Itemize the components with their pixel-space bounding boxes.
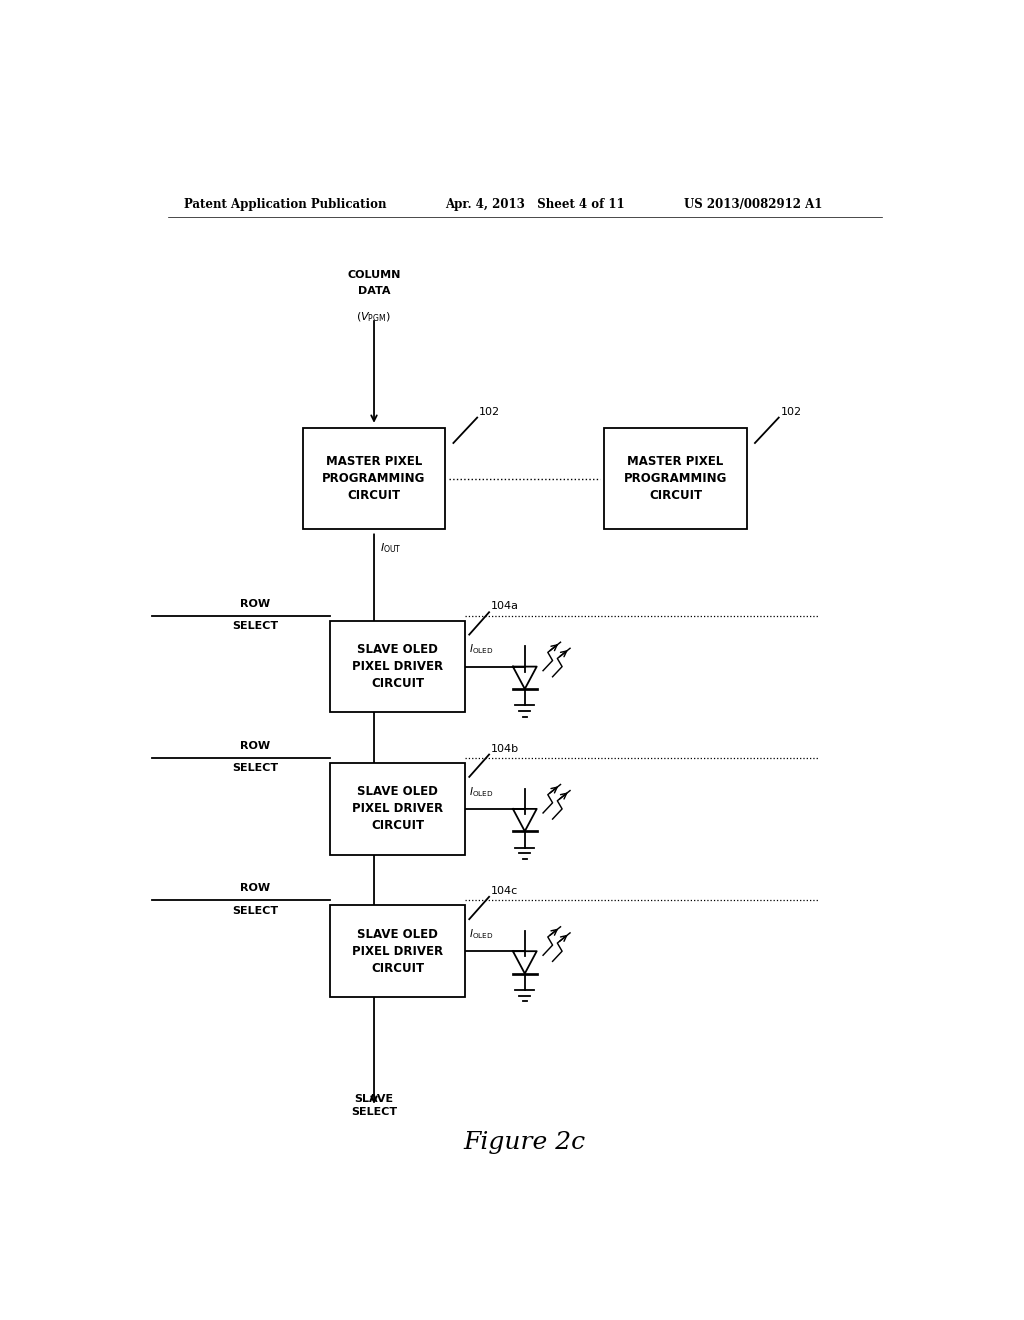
Text: 102: 102 <box>479 407 500 417</box>
Text: $I_\mathrm{OLED}$: $I_\mathrm{OLED}$ <box>469 643 494 656</box>
Text: 104c: 104c <box>490 886 518 896</box>
Text: 104a: 104a <box>490 601 519 611</box>
Text: SLAVE OLED
PIXEL DRIVER
CIRCUIT: SLAVE OLED PIXEL DRIVER CIRCUIT <box>352 643 443 690</box>
Text: Patent Application Publication: Patent Application Publication <box>183 198 386 211</box>
Text: Apr. 4, 2013   Sheet 4 of 11: Apr. 4, 2013 Sheet 4 of 11 <box>445 198 625 211</box>
Text: SELECT: SELECT <box>231 906 279 916</box>
Text: ROW: ROW <box>240 598 270 609</box>
Bar <box>331 620 465 713</box>
Text: MASTER PIXEL
PROGRAMMING
CIRCUIT: MASTER PIXEL PROGRAMMING CIRCUIT <box>624 455 727 502</box>
Bar <box>331 906 465 997</box>
Text: Figure 2c: Figure 2c <box>464 1131 586 1154</box>
Text: 102: 102 <box>780 407 802 417</box>
Text: SLAVE: SLAVE <box>354 1093 393 1104</box>
Text: 104b: 104b <box>490 743 519 754</box>
Bar <box>604 428 748 529</box>
Text: ($V_\mathrm{PGM}$): ($V_\mathrm{PGM}$) <box>356 312 391 325</box>
Text: MASTER PIXEL
PROGRAMMING
CIRCUIT: MASTER PIXEL PROGRAMMING CIRCUIT <box>323 455 426 502</box>
Bar <box>303 428 445 529</box>
Text: $I_\mathrm{OLED}$: $I_\mathrm{OLED}$ <box>469 927 494 941</box>
Text: $I_\mathrm{OUT}$: $I_\mathrm{OUT}$ <box>380 541 402 556</box>
Text: DATA: DATA <box>357 285 390 296</box>
Text: SLAVE OLED
PIXEL DRIVER
CIRCUIT: SLAVE OLED PIXEL DRIVER CIRCUIT <box>352 785 443 833</box>
Text: US 2013/0082912 A1: US 2013/0082912 A1 <box>684 198 822 211</box>
Bar <box>331 763 465 854</box>
Text: ROW: ROW <box>240 741 270 751</box>
Text: ROW: ROW <box>240 883 270 894</box>
Text: SELECT: SELECT <box>231 763 279 774</box>
Text: $I_\mathrm{OLED}$: $I_\mathrm{OLED}$ <box>469 785 494 799</box>
Text: SELECT: SELECT <box>351 1106 397 1117</box>
Text: COLUMN: COLUMN <box>347 271 400 280</box>
Text: SLAVE OLED
PIXEL DRIVER
CIRCUIT: SLAVE OLED PIXEL DRIVER CIRCUIT <box>352 928 443 974</box>
Text: SELECT: SELECT <box>231 620 279 631</box>
